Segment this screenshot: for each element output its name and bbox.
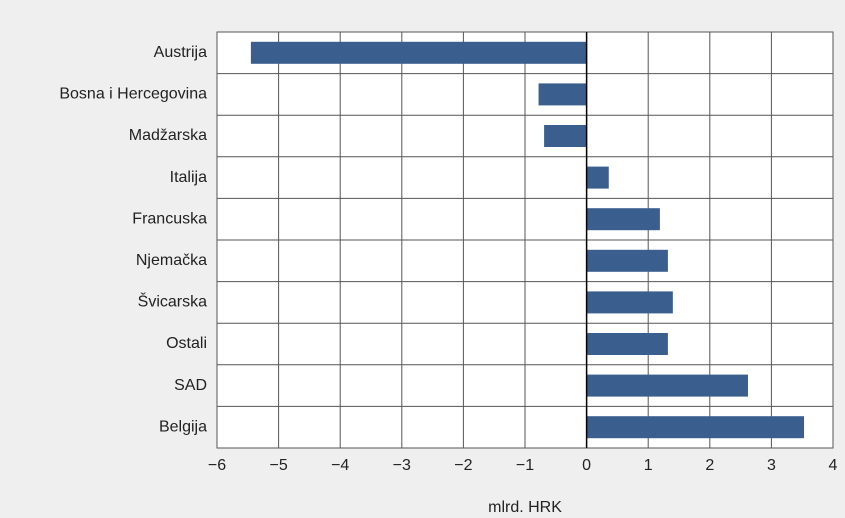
bar <box>586 249 668 272</box>
x-tick-label: −4 <box>331 457 349 474</box>
x-tick-label: 3 <box>767 457 776 474</box>
y-tick-label: Njemačka <box>136 252 207 269</box>
bar <box>586 416 805 439</box>
y-tick-label: Ostali <box>166 335 207 352</box>
bar <box>250 41 587 64</box>
bar <box>586 291 673 314</box>
bar <box>586 166 609 189</box>
bar <box>538 83 587 106</box>
x-tick-label: −5 <box>269 457 287 474</box>
y-tick-label: Francuska <box>132 210 207 227</box>
bar <box>544 125 587 147</box>
y-tick-label: Švicarska <box>138 292 207 311</box>
x-tick-label: 2 <box>705 457 714 474</box>
bar <box>586 374 748 397</box>
y-tick-label: Austrija <box>154 44 207 61</box>
x-axis-label: mlrd. HRK <box>488 499 562 516</box>
y-tick-label: Bosna i Hercegovina <box>59 86 207 103</box>
x-tick-label: −1 <box>516 457 534 474</box>
x-tick-label: 1 <box>644 457 653 474</box>
bar <box>586 208 660 231</box>
y-tick-label: Italija <box>170 169 207 186</box>
bar <box>586 333 668 355</box>
x-tick-label: 4 <box>829 457 838 474</box>
x-tick-label: −2 <box>454 457 472 474</box>
x-tick-label: 0 <box>582 457 591 474</box>
x-tick-label: −3 <box>393 457 411 474</box>
y-tick-label: SAD <box>174 377 207 394</box>
y-tick-label: Belgija <box>159 418 207 435</box>
x-tick-label: −6 <box>208 457 226 474</box>
y-tick-label: Madžarska <box>129 127 207 144</box>
